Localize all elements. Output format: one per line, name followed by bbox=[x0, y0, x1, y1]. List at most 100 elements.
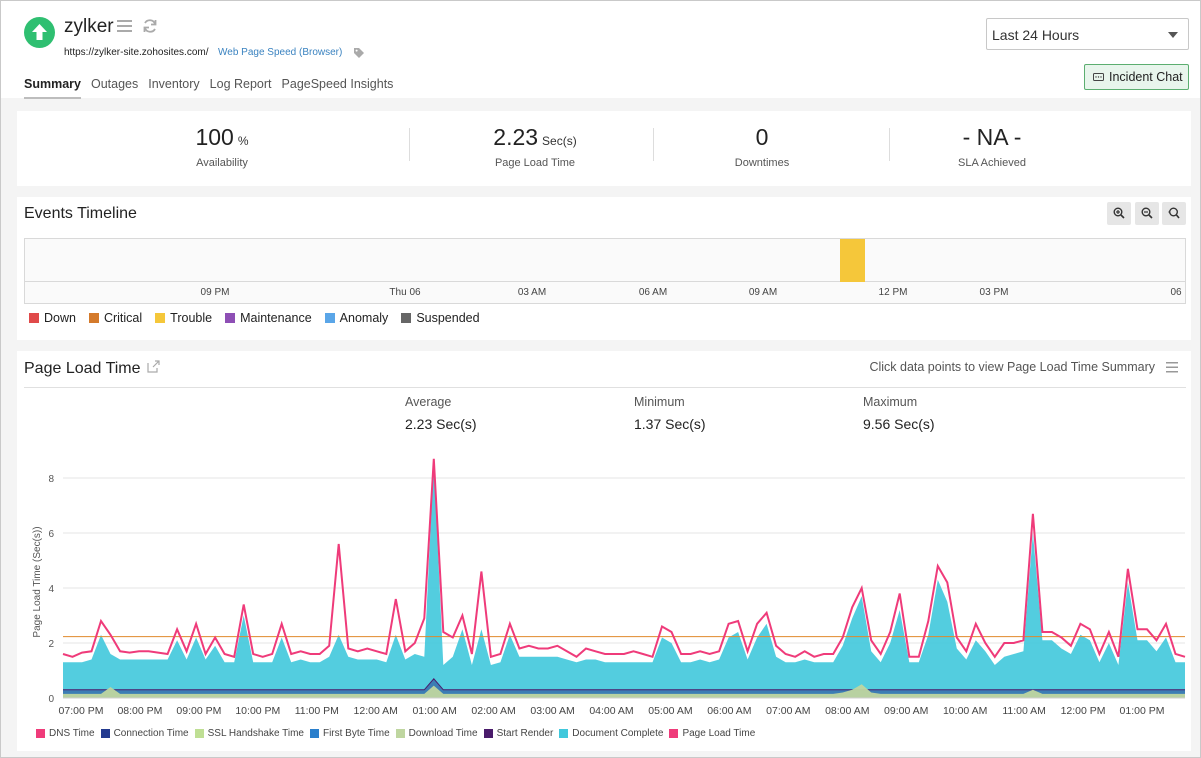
page-load-label: Page Load Time bbox=[494, 157, 576, 169]
legend-swatch bbox=[395, 729, 405, 738]
x-tick-label: 11:00 AM bbox=[1002, 705, 1046, 717]
legend-swatch bbox=[194, 729, 204, 738]
availability-unit: % bbox=[237, 134, 249, 148]
stat-value: 9.56 Sec(s) bbox=[863, 416, 935, 432]
legend-label: Trouble bbox=[170, 311, 213, 325]
page-load-time-chart[interactable]: 0 2 4 6 8 Page Load Time (Sec(s)) 07:00 PM 08:0… bbox=[17, 446, 1191, 726]
stat-average: Average 2.23 Sec(s) bbox=[405, 395, 477, 432]
x-tick-label: 08:00 AM bbox=[825, 705, 869, 717]
chevron-down-icon bbox=[1168, 32, 1178, 38]
x-tick-label: 12:00 PM bbox=[1061, 705, 1106, 717]
legend-item-maintenance[interactable]: Maintenance bbox=[225, 311, 312, 325]
divider bbox=[889, 128, 890, 161]
expand-icon[interactable] bbox=[147, 360, 160, 373]
legend-label: Critical bbox=[103, 311, 143, 325]
menu-icon[interactable] bbox=[117, 19, 132, 33]
document-complete-area bbox=[63, 461, 1185, 698]
legend-swatch bbox=[36, 729, 45, 738]
legend-item-document-complete[interactable]: Document Complete bbox=[559, 728, 663, 739]
tab-log-report[interactable]: Log Report bbox=[209, 77, 272, 91]
trouble-event-block[interactable] bbox=[840, 239, 865, 282]
x-tick-label: 06:00 AM bbox=[707, 705, 751, 717]
zoom-out-button[interactable] bbox=[1135, 202, 1159, 225]
legend-label: Maintenance bbox=[240, 311, 312, 325]
page-load-time-title: Page Load Time bbox=[24, 360, 141, 377]
y-tick-label: 8 bbox=[48, 474, 54, 485]
zoom-in-button[interactable] bbox=[1107, 202, 1131, 225]
legend-item-start-render[interactable]: Start Render bbox=[483, 728, 554, 739]
legend-label: Down bbox=[44, 311, 76, 325]
legend-label: Anomaly bbox=[339, 311, 389, 325]
legend-label: First Byte Time bbox=[322, 728, 390, 739]
legend-swatch bbox=[88, 313, 99, 323]
legend-item-critical[interactable]: Critical bbox=[88, 311, 143, 325]
sla-value: - NA - bbox=[962, 124, 1022, 150]
legend-swatch bbox=[100, 729, 110, 738]
x-tick-label: 07:00 AM bbox=[766, 705, 810, 717]
page-load-time-line bbox=[62, 458, 1186, 659]
tab-inventory[interactable]: Inventory bbox=[148, 77, 200, 91]
timeline-tick: 06 AM bbox=[638, 287, 668, 298]
page-load-unit: Sec(s) bbox=[542, 134, 577, 148]
legend-item-page-load-time[interactable]: Page Load Time bbox=[669, 728, 755, 739]
events-timeline-chart[interactable]: 09 PM Thu 06 03 AM 06 AM 09 AM 12 PM 03 … bbox=[24, 238, 1186, 304]
events-timeline-card: Events Timeline 09 PM Thu 06 03 AM 06 AM bbox=[17, 197, 1191, 340]
divider bbox=[24, 387, 1186, 388]
y-axis-label: Page Load Time (Sec(s)) bbox=[32, 526, 43, 637]
timeline-plot-area bbox=[25, 239, 1185, 282]
legend-item-dns-time[interactable]: DNS Time bbox=[36, 728, 95, 739]
kpi-availability: 100% Availability bbox=[167, 124, 277, 169]
tab-outages[interactable]: Outages bbox=[90, 77, 139, 91]
legend-item-ssl-handshake-time[interactable]: SSL Handshake Time bbox=[194, 728, 304, 739]
legend-swatch bbox=[401, 313, 412, 323]
up-status-icon bbox=[24, 17, 55, 48]
tab-summary[interactable]: Summary bbox=[24, 77, 81, 99]
reset-zoom-button[interactable] bbox=[1162, 202, 1186, 225]
chart-menu-icon[interactable] bbox=[1166, 362, 1178, 373]
y-tick-label: 4 bbox=[48, 584, 54, 595]
tag-icon[interactable] bbox=[353, 47, 365, 59]
zoom-in-icon bbox=[1113, 207, 1125, 219]
y-tick-label: 0 bbox=[48, 694, 54, 705]
time-range-select[interactable]: Last 24 Hours bbox=[986, 18, 1189, 50]
x-tick-label: 09:00 PM bbox=[176, 705, 221, 717]
reset-zoom-icon bbox=[1168, 207, 1180, 219]
x-tick-label: 02:00 AM bbox=[471, 705, 515, 717]
tab-pagespeed-insights[interactable]: PageSpeed Insights bbox=[281, 77, 394, 91]
legend-item-trouble[interactable]: Trouble bbox=[155, 311, 212, 325]
x-tick-label: 09:00 AM bbox=[884, 705, 928, 717]
x-tick-label: 03:00 AM bbox=[530, 705, 574, 717]
legend-label: Start Render bbox=[496, 728, 554, 739]
incident-chat-button[interactable]: Incident Chat bbox=[1084, 64, 1189, 90]
stat-label: Maximum bbox=[863, 395, 918, 409]
stat-minimum: Minimum 1.37 Sec(s) bbox=[634, 395, 706, 432]
monitor-title: zylker bbox=[64, 16, 114, 37]
stat-value: 1.37 Sec(s) bbox=[634, 416, 706, 432]
timeline-tick: 03 PM bbox=[979, 287, 1009, 298]
legend-item-download-time[interactable]: Download Time bbox=[395, 728, 478, 739]
legend-label: Page Load Time bbox=[682, 728, 756, 739]
legend-item-anomaly[interactable]: Anomaly bbox=[324, 311, 389, 325]
legend-label: SSL Handshake Time bbox=[207, 728, 304, 739]
monitor-type-link[interactable]: Web Page Speed (Browser) bbox=[218, 47, 343, 58]
events-legend: Down Critical Trouble Maintenance Anomal… bbox=[29, 311, 493, 325]
x-tick-label: 08:00 PM bbox=[117, 705, 162, 717]
incident-chat-label: Incident Chat bbox=[1109, 70, 1183, 84]
timeline-tick: 12 PM bbox=[878, 287, 908, 298]
legend-item-down[interactable]: Down bbox=[29, 311, 76, 325]
timeline-tick: 09 AM bbox=[748, 287, 778, 298]
events-timeline-title: Events Timeline bbox=[24, 205, 137, 222]
legend-item-suspended[interactable]: Suspended bbox=[401, 311, 480, 325]
x-tick-label: 11:00 PM bbox=[295, 705, 339, 717]
refresh-icon[interactable] bbox=[142, 18, 158, 34]
legend-swatch bbox=[559, 729, 569, 738]
downtimes-value: 0 bbox=[755, 124, 769, 150]
legend-item-connection-time[interactable]: Connection Time bbox=[100, 728, 189, 739]
legend-item-first-byte-time[interactable]: First Byte Time bbox=[309, 728, 390, 739]
stat-label: Average bbox=[405, 395, 452, 409]
time-range-value: Last 24 Hours bbox=[992, 27, 1080, 43]
legend-swatch bbox=[669, 729, 679, 738]
page-load-value: 2.23 bbox=[493, 124, 539, 150]
availability-value: 100 bbox=[195, 124, 234, 150]
x-tick-label: 10:00 PM bbox=[235, 705, 280, 717]
